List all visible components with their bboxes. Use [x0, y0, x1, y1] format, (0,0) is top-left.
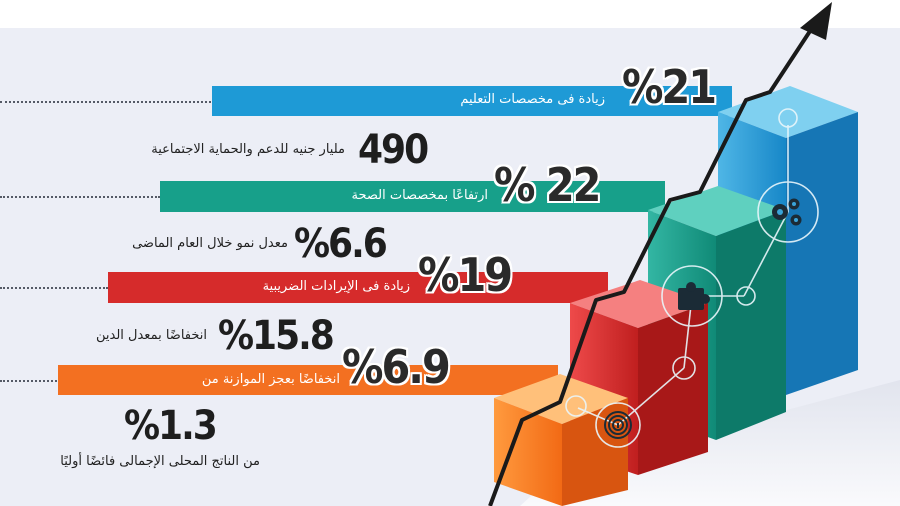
social-support-value: 490 [358, 127, 429, 173]
growth-arrow-line [488, 20, 818, 506]
fingerprint-icon [604, 411, 632, 439]
debt-value: %15.8 [218, 313, 335, 359]
bar-deficit [58, 365, 558, 395]
deficit-label: انخفاضًا بعجز الموازنة من [201, 372, 340, 387]
tax-revenue-value: %19 [418, 248, 513, 302]
puzzle-icon [678, 282, 710, 310]
health-label: ارتفاعًا بمخصصات الصحة [351, 188, 488, 203]
growth-rate-value: %6.6 [294, 221, 388, 267]
dotted-line [0, 380, 60, 382]
arrow-head-icon [800, 2, 832, 40]
growth-rate-label: معدل نمو خلال العام الماضى [132, 236, 288, 251]
dotted-line [0, 196, 160, 198]
debt-label: انخفاضًا بمعدل الدين [95, 328, 207, 343]
education-label: زيادة فى مخصصات التعليم [460, 92, 605, 107]
primary-surplus-label: من الناتج المحلى الإجمالى فائضًا أوليًا [60, 454, 260, 469]
social-support-label: مليار جنيه للدعم والحماية الاجتماعية [151, 142, 345, 157]
dotted-line [0, 101, 215, 103]
bar-tax [108, 272, 608, 303]
education-value: %21 [622, 60, 717, 114]
deficit-value: %6.9 [342, 340, 451, 394]
bar-education [212, 86, 732, 116]
gears-icon [772, 198, 802, 226]
network [565, 108, 819, 448]
tax-revenue-label: زيادة فى الإيرادات الضريبية [262, 279, 410, 294]
health-value: % 22 [494, 158, 601, 212]
primary-surplus-value: %1.3 [124, 403, 218, 449]
bar-health [160, 181, 665, 212]
dotted-line [0, 287, 108, 289]
